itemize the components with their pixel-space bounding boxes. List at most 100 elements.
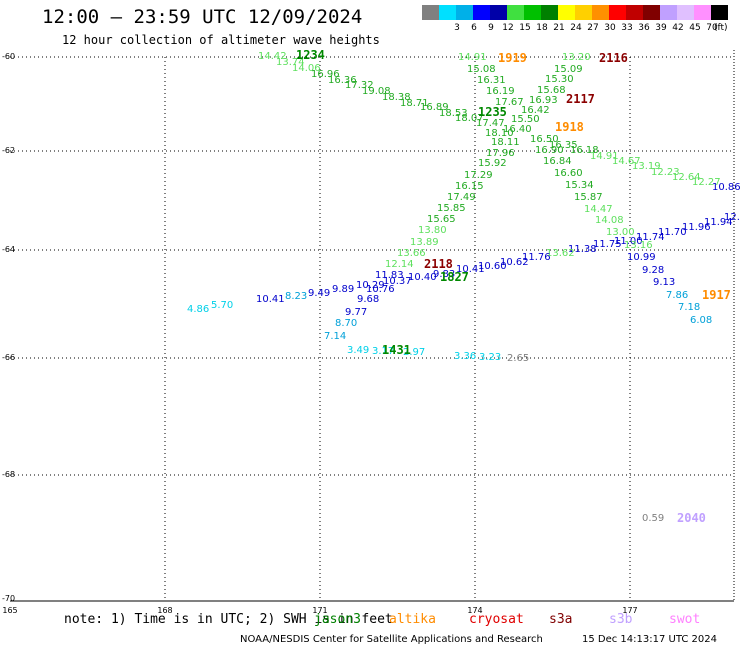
legend-swatch: [490, 5, 507, 20]
wave-height-value: 17.67: [495, 97, 524, 108]
legend-swatch: [558, 5, 575, 20]
wave-height-value: 9.83: [433, 269, 456, 280]
wave-height-value: 13.19: [632, 161, 661, 172]
pass-time-label: 2118: [424, 257, 453, 271]
wave-height-value: 19.08: [362, 86, 391, 97]
wave-height-value: 18.53: [439, 108, 468, 119]
wave-height-value: 11.00: [614, 236, 643, 247]
pass-time-label: 2040: [677, 511, 706, 525]
satellite-name: jason3: [314, 612, 361, 627]
wave-height-value: 16.42: [521, 105, 550, 116]
wave-height-value: 9.77: [345, 307, 368, 318]
satellite-name: cryosat: [469, 612, 524, 627]
wave-height-value: 10.60: [478, 261, 507, 272]
wave-height-value: 15.08: [467, 64, 496, 75]
legend-swatch: [422, 5, 439, 20]
wave-height-value: 12.14: [385, 259, 414, 270]
legend-bin-label: 18: [536, 23, 548, 33]
wave-height-value: 16.50: [530, 134, 559, 145]
legend-bin-label: 42: [672, 23, 684, 33]
pass-time-label: 1431: [382, 343, 411, 357]
wave-height-value: 7.86: [666, 290, 689, 301]
wave-height-value: 16.18: [570, 145, 599, 156]
wave-height-value: 2.97: [403, 347, 426, 358]
longitude-gridlines: [164, 57, 631, 601]
wave-height-value: 16.36: [328, 75, 357, 86]
pass-time-label: 2116: [599, 51, 628, 65]
wave-height-value: 11.94: [704, 217, 733, 228]
pass-time-label: 1827: [440, 270, 469, 284]
footer-note: note: 1) Time is in UTC; 2) SWH is in fe…: [64, 612, 393, 627]
lat-label-60: -60: [2, 52, 16, 61]
wave-height-value: 16.60: [554, 168, 583, 179]
legend-swatch: [507, 5, 524, 20]
wave-height-value: 17.49: [447, 192, 476, 203]
wave-height-value: 14.47: [584, 204, 613, 215]
wave-height-value: 4.86: [187, 304, 210, 315]
legend-bin-label: 6: [471, 23, 477, 33]
wave-height-value: 13.80: [418, 225, 447, 236]
wave-height-value: 16.96: [311, 69, 340, 80]
legend-swatch: [694, 5, 711, 20]
wave-height-value: 11.75: [593, 239, 622, 250]
wave-height-value: 10.41: [256, 294, 285, 305]
lon-label-174: 174: [467, 606, 483, 615]
wave-height-value: 11.83: [375, 270, 404, 281]
legend-swatch: [711, 5, 728, 20]
latitude-gridlines: [10, 56, 734, 476]
wave-height-value: 10.40: [408, 272, 437, 283]
wave-height-value: 7.14: [324, 331, 347, 342]
wave-height-value: 10.37: [383, 276, 412, 287]
wave-height-value: 0.59: [642, 513, 665, 524]
pass-time-label: 2117: [566, 92, 595, 106]
wave-height-value: 14.42: [258, 51, 287, 62]
wave-height-value: 11.70: [658, 227, 687, 238]
satellite-name: s3b: [609, 612, 633, 627]
legend-swatch: [592, 5, 609, 20]
legend-swatch: [575, 5, 592, 20]
pass-time-label: 1235: [478, 105, 507, 119]
wave-height-value: 11.96: [682, 222, 711, 233]
wave-height-value: 10.41: [456, 264, 485, 275]
pass-time-label: 1919: [498, 51, 527, 65]
wave-height-value: 11.76: [522, 252, 551, 263]
wave-height-value: 15.87: [574, 192, 603, 203]
wave-height-value: 3.36: [454, 351, 477, 362]
wave-height-value: 13.89: [410, 237, 439, 248]
legend-swatch: [524, 5, 541, 20]
legend-bin-label: 30: [604, 23, 616, 33]
legend-bin-label: 70: [706, 23, 718, 33]
wave-height-value: 3.49: [347, 345, 370, 356]
legend-bin-label: 15: [519, 23, 531, 33]
wave-height-value: 14.06: [292, 63, 321, 74]
wave-height-value: 10.76: [366, 284, 395, 295]
wave-height-value: 13.00: [606, 227, 635, 238]
legend-swatch: [439, 5, 456, 20]
wave-height-value: 13.62: [546, 248, 575, 259]
legend-bin-label: 27: [587, 23, 599, 33]
legend-bin-label: 39: [655, 23, 667, 33]
wave-height-value: 9.68: [357, 294, 380, 305]
pass-time-label: 1234: [296, 48, 325, 62]
wave-height-value: 11.38: [568, 244, 597, 255]
satellite-legend: jason3 altika cryosat s3a s3b swot: [314, 612, 734, 630]
wave-height-value: 16.35: [549, 140, 578, 151]
lat-label-68: -68: [2, 470, 16, 479]
wave-height-value: 10.29: [356, 280, 385, 291]
legend-swatch: [456, 5, 473, 20]
wave-height-value: 15.50: [511, 114, 540, 125]
wave-height-value: 13.20: [562, 52, 591, 63]
legend-swatch: [609, 5, 626, 20]
wave-height-value: 2.65: [507, 353, 530, 364]
wave-height-value: 16.89: [420, 102, 449, 113]
wave-height-value: 16.84: [543, 156, 572, 167]
wave-height-value: 18.11: [491, 137, 520, 148]
wave-height-value: 13.74: [276, 57, 305, 68]
wave-height-value: 10.99: [627, 252, 656, 263]
legend-swatch: [541, 5, 558, 20]
wave-height-value: 18.38: [382, 92, 411, 103]
wave-height-value: 15.85: [437, 203, 466, 214]
wave-height-value: 15.92: [478, 158, 507, 169]
wave-height-value: 16.19: [486, 86, 515, 97]
